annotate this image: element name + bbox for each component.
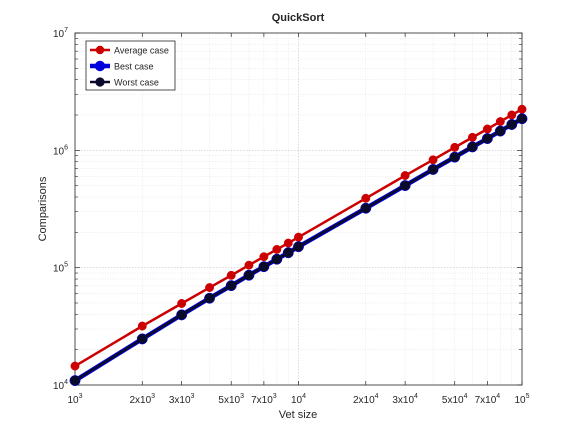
x-tick-label: 2x104 [353,393,379,406]
x-tick-label: 5x103 [218,393,244,406]
data-point-average-case [517,104,527,114]
legend-marker-best-case [94,60,106,72]
legend-marker-average-case [95,45,105,55]
y-tick-labels: 104 105 106 107 [53,27,68,392]
data-point-worst-case [495,126,506,136]
x-tick-label: 3x103 [169,393,195,406]
data-point-worst-case [449,152,460,162]
x-tick-label: 2x103 [129,393,155,406]
x-tick-label: 7x103 [251,393,277,406]
y-tick-label: 106 [53,144,68,157]
data-point-average-case [244,260,254,270]
y-axis-label: Comparisons [37,176,49,241]
data-point-average-case [226,270,236,280]
data-point-worst-case [400,180,410,191]
series-average-case [70,104,527,371]
data-point-average-case [507,110,517,120]
data-point-average-case [205,283,215,292]
series-worst-case [70,113,527,386]
data-point-worst-case [293,241,304,252]
x-tick-label: 5x104 [442,393,468,406]
data-point-worst-case [226,280,237,291]
x-axis-label: Vet size [279,409,318,421]
data-point-worst-case [244,270,254,281]
data-point-worst-case [271,254,282,265]
data-point-average-case [467,132,477,142]
data-point-worst-case [259,261,269,272]
x-tick-label: 103 [67,393,82,406]
data-point-worst-case [360,203,371,214]
data-point-worst-case [137,334,148,344]
x-tick-label: 3x104 [392,393,418,406]
y-tick-label: 105 [53,262,68,275]
legend-label-best-case: Best case [114,62,154,72]
chart-title: QuickSort [272,12,325,24]
data-point-average-case [495,117,505,126]
data-point-average-case [428,155,438,165]
data-point-average-case [450,142,460,152]
data-point-worst-case [204,293,215,304]
data-point-average-case [400,171,410,180]
data-point-worst-case [517,113,527,124]
legend-marker-worst-case [95,77,105,87]
legend-label-worst-case: Worst case [114,78,159,88]
series-layer [69,104,528,387]
data-point-worst-case [283,247,294,258]
data-point-worst-case [467,142,478,152]
data-point-worst-case [70,375,80,386]
data-point-average-case [361,193,371,203]
data-point-average-case [177,299,187,308]
legend-label-average-case: Average case [114,46,169,56]
y-tick-label: 104 [53,379,68,392]
x-tick-labels: 103 2x103 3x103 5x103 7x103 104 2x104 3x104 5x10… [67,393,529,406]
data-point-worst-case [506,119,517,130]
data-point-average-case [259,252,269,262]
data-point-average-case [283,238,293,248]
data-point-worst-case [482,133,493,144]
x-tick-label: 7x104 [475,393,501,406]
x-tick-label: 104 [291,393,306,406]
legend: Average case Best case Worst case [85,40,176,91]
data-point-average-case [272,244,282,254]
x-tick-label: 105 [514,393,529,406]
data-point-average-case [294,232,303,242]
data-point-average-case [137,321,147,331]
data-point-average-case [70,361,80,371]
data-point-average-case [482,124,492,134]
data-point-worst-case [176,310,187,320]
y-tick-label: 107 [53,27,68,40]
data-point-worst-case [428,164,438,175]
